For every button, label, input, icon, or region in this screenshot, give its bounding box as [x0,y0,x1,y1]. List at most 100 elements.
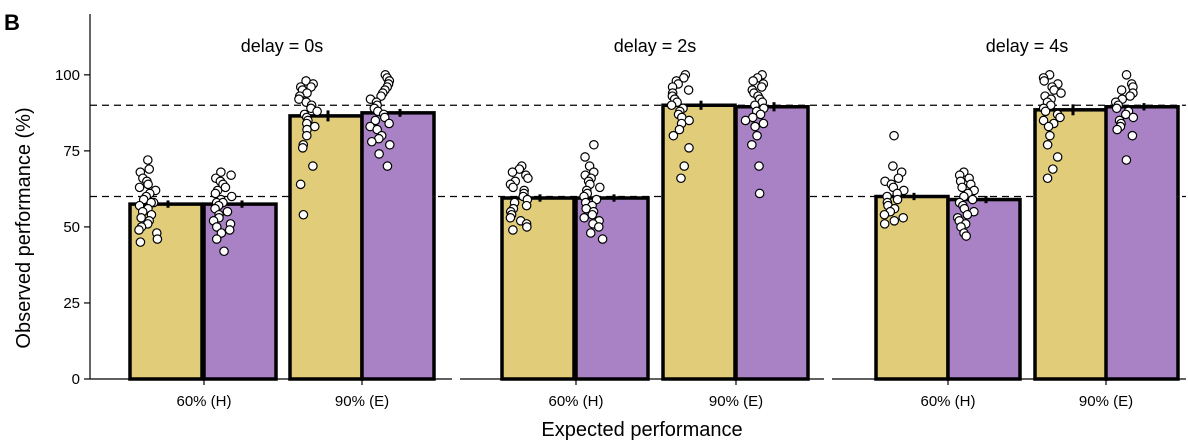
y-tick-label: 75 [63,143,80,160]
bar [946,197,1022,381]
data-point [134,225,144,235]
data-point [1045,130,1055,141]
data-point [1052,152,1063,162]
data-point [587,209,598,220]
data-point [679,161,690,171]
data-point [957,182,967,193]
data-point [589,139,599,150]
data-point [756,82,767,92]
data-point [297,143,308,153]
bar [288,114,364,381]
data-point [222,206,233,217]
data-point [1112,124,1122,135]
data-point [309,121,320,132]
data-point [676,173,686,184]
data-point [1055,112,1065,123]
data-point [521,200,532,211]
data-point [898,212,908,223]
data-point [143,155,153,165]
data-point [1040,106,1051,117]
data-point [754,161,764,171]
y-tick-label: 50 [63,219,80,236]
data-point [755,109,766,120]
data-point [507,167,518,177]
data-point [595,182,605,193]
data-point [758,118,769,129]
data-point [219,246,229,257]
data-point [967,194,978,205]
data-point [668,130,679,141]
data-point [892,194,903,205]
data-point [893,173,904,184]
data-point [1111,103,1122,114]
data-point [226,191,237,202]
data-point [879,209,890,220]
data-point [308,161,318,171]
data-point [508,182,518,193]
y-axis-label: Observed performance (%) [13,107,35,348]
x-tick-label: 60% (H) [920,393,975,410]
bar [360,111,436,381]
y-tick-label: 0 [72,371,80,388]
bar [661,103,737,381]
data-point [1121,70,1132,80]
data-point [523,173,533,184]
data-point [505,212,516,223]
data-point [226,170,236,181]
data-point [211,234,222,244]
bar [202,202,278,381]
data-point [740,115,751,126]
panel-title: delay = 2s [614,36,697,56]
bar [1104,105,1180,381]
data-point [1121,155,1132,165]
data-point [674,124,685,135]
data-point [216,167,226,177]
data-point [683,85,694,95]
data-point [750,121,760,132]
data-point [593,222,604,232]
data-point [136,212,146,223]
data-point [961,231,971,241]
data-point [748,76,758,86]
data-point [385,139,395,150]
data-point [1043,121,1054,132]
data-point [888,161,898,171]
x-tick-label: 90% (E) [1079,393,1133,410]
data-point [666,100,677,111]
plot-layer: 0 25 50 75 100 delay = 0s 60% (H) 90% (E) delay … [55,14,1186,410]
data-point [1125,91,1135,101]
data-point [585,228,596,238]
bar [128,202,204,381]
data-point [1038,115,1049,126]
data-point [295,179,306,190]
data-point [1127,130,1138,141]
data-point [962,209,973,220]
data-point [879,219,890,229]
data-point [752,130,762,141]
data-point [152,234,163,244]
data-point [754,188,765,199]
data-point [298,209,309,220]
bar [574,196,650,381]
data-point [1048,164,1058,174]
data-point [366,136,377,147]
data-point [597,234,608,244]
data-point [508,225,518,235]
data-point [382,161,393,171]
x-tick-label: 60% (H) [548,393,603,410]
data-point [579,212,589,223]
data-point [1042,139,1053,150]
data-point [580,152,590,162]
panel-title: delay = 0s [241,36,324,56]
data-point [889,130,899,141]
data-point [684,143,694,153]
x-tick-label: 90% (E) [335,393,389,410]
data-point [889,216,900,226]
data-point [220,182,231,193]
data-point [143,179,153,190]
data-point [370,115,381,126]
data-point [1042,173,1053,184]
data-point [312,106,322,117]
x-tick-label: 60% (H) [176,393,231,410]
